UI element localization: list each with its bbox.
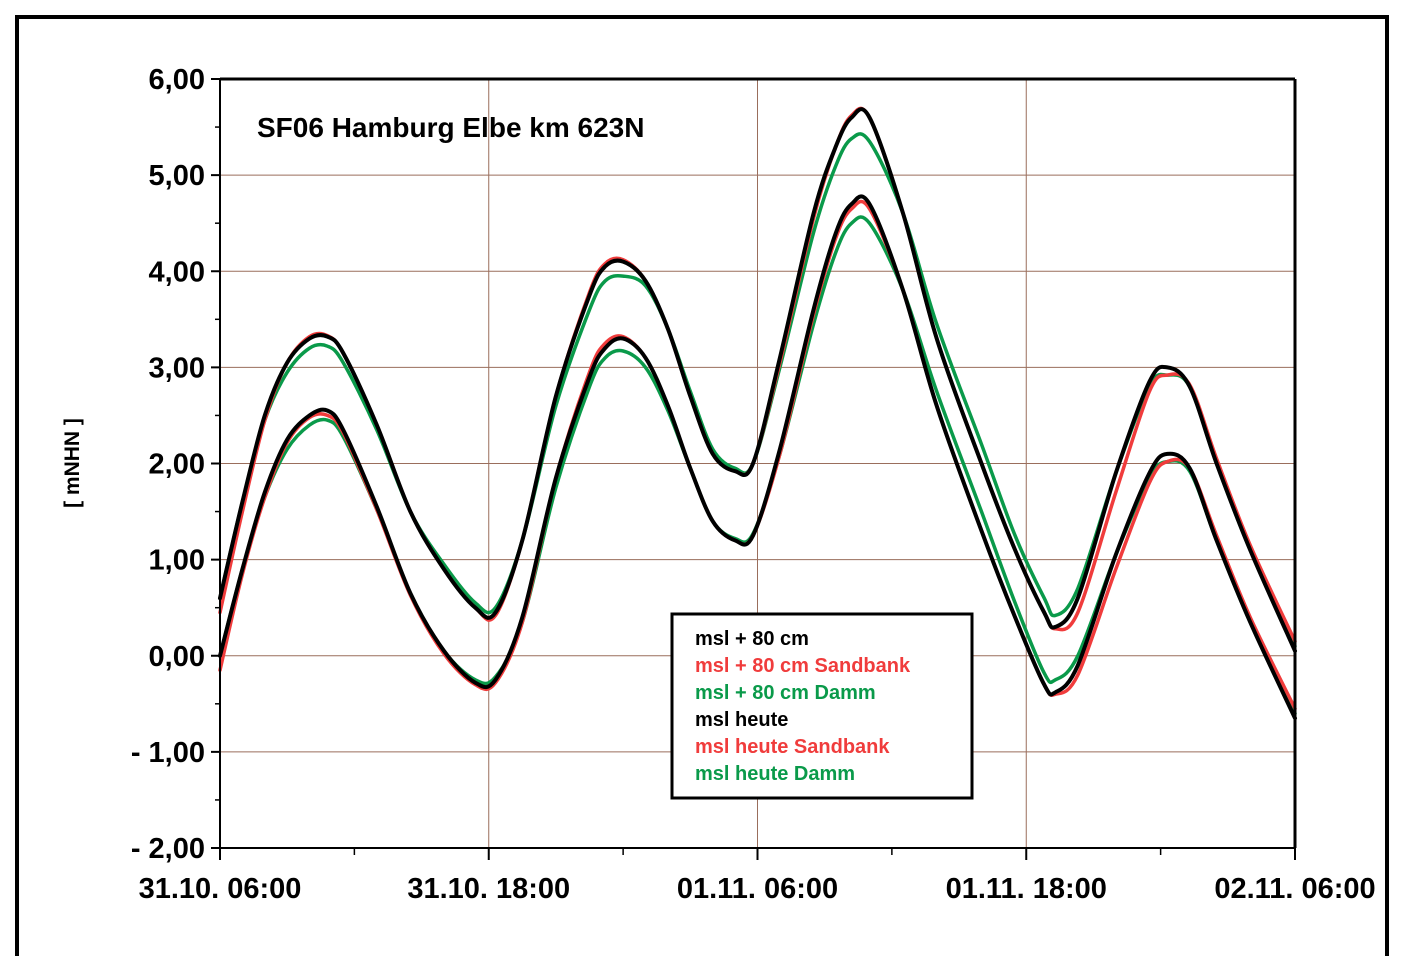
legend-entry: msl + 80 cm: [695, 628, 809, 650]
x-tick-label: 31.10. 18:00: [407, 873, 570, 905]
legend-entry: msl heute Damm: [695, 763, 855, 785]
y-tick-label: 6,00: [149, 64, 205, 96]
legend-entry: msl + 80 cm Damm: [695, 682, 876, 704]
x-tick-label: 01.11. 18:00: [946, 873, 1107, 905]
y-tick-label: 2,00: [149, 449, 205, 481]
legend-entry: msl heute Sandbank: [695, 736, 890, 758]
chart-frame: [15, 15, 1389, 956]
legend-box: [670, 612, 974, 800]
series-line-3: [218, 194, 1297, 721]
series-line-0: [218, 107, 1297, 653]
y-axis-label: [ mNHN ]: [61, 418, 84, 508]
x-tick-label: 01.11. 06:00: [677, 873, 838, 905]
y-tick-label: 0,00: [149, 641, 205, 673]
y-tick-label: 5,00: [149, 160, 205, 192]
series-lines: [218, 106, 1297, 721]
y-tick-label: - 1,00: [131, 737, 205, 769]
axes: 6,00 5,00 4,00 3,00 2,00 1,00 0,00 - 1,00 - 2,00…: [131, 64, 1376, 905]
y-tick-label: - 2,00: [131, 833, 205, 865]
legend-entry: msl heute: [695, 709, 788, 731]
y-tick-label: 3,00: [149, 352, 205, 384]
chart-title: SF06 Hamburg Elbe km 623N: [257, 112, 644, 143]
legend-entry: msl + 80 cm Sandbank: [695, 655, 911, 677]
legend: msl + 80 cm msl + 80 cm Sandbank msl + 80 …: [670, 612, 974, 800]
y-tick-label: 4,00: [149, 256, 205, 288]
y-tick-label: 1,00: [149, 545, 205, 577]
x-tick-label: 31.10. 06:00: [139, 873, 302, 905]
x-tick-label: 02.11. 06:00: [1214, 873, 1375, 905]
